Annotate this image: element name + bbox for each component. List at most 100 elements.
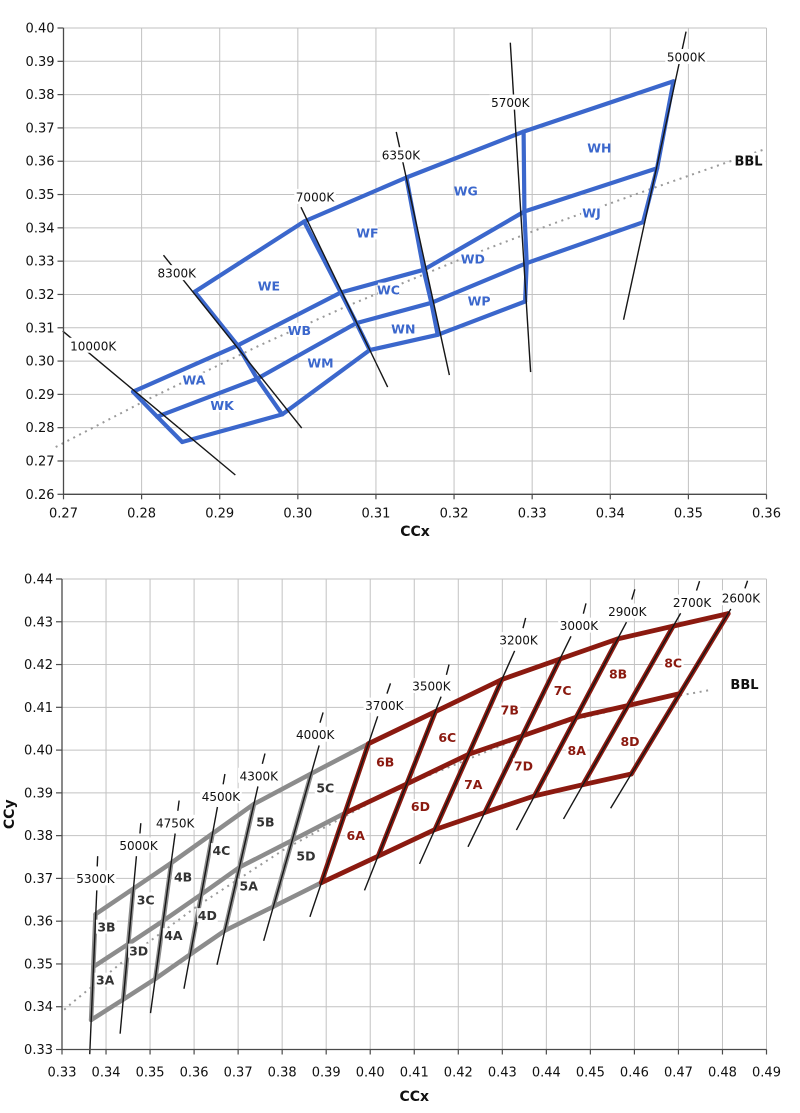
cct-line-3700K xyxy=(309,716,379,918)
cct-line-3000K xyxy=(467,636,572,848)
neutral-white-mesh-row xyxy=(93,741,371,917)
x-tick-label: 0.45 xyxy=(576,1066,605,1081)
cct-line-3200K xyxy=(418,650,516,865)
cct-label-6350K: 6350K xyxy=(382,149,422,163)
bin-label-bg xyxy=(619,734,641,749)
cct-label-2600K: 2600K xyxy=(722,592,762,606)
bin-label-bg xyxy=(254,814,276,829)
y-tick-label: 0.36 xyxy=(24,915,53,930)
cct-tick-4000K xyxy=(319,712,324,723)
bin-label-bg xyxy=(196,908,218,923)
cct-line-2600K xyxy=(610,608,732,809)
bin-label-bg xyxy=(162,928,184,943)
x-tick-label: 0.35 xyxy=(674,507,703,522)
y-tick-label: 0.26 xyxy=(26,488,55,503)
x-tick-label: 0.38 xyxy=(268,1066,297,1081)
cct-tick-4500K xyxy=(222,773,226,785)
cool-white-mesh-column xyxy=(521,129,529,304)
y-tick-label: 0.41 xyxy=(24,701,53,716)
bin-label-bg xyxy=(94,972,116,987)
bin-label-WM: WM xyxy=(307,356,333,371)
y-tick-label: 0.34 xyxy=(24,1000,53,1015)
cct-tick-3500K xyxy=(445,664,450,675)
cct-label-5300K: 5300K xyxy=(76,872,116,886)
cct-tick-3200K xyxy=(522,617,527,629)
cct-label-5000K: 5000K xyxy=(667,50,707,64)
cct-label-bg xyxy=(294,188,336,204)
bin-label-6C: 6C xyxy=(438,730,456,745)
x-tick-label: 0.47 xyxy=(664,1066,693,1081)
y-tick-label: 0.39 xyxy=(24,786,53,801)
bin-label-7D: 7D xyxy=(514,758,533,773)
cct-label-3000K: 3000K xyxy=(560,619,600,633)
cct-line-7000K xyxy=(300,206,389,388)
x-tick-label: 0.28 xyxy=(127,507,156,522)
bin-label-6B: 6B xyxy=(376,755,394,770)
cct-label-bg xyxy=(665,48,707,64)
bin-label-8D: 8D xyxy=(620,734,639,749)
cct-label-bg xyxy=(558,617,600,633)
cct-line-6350K xyxy=(395,131,451,376)
x-tick-label: 0.43 xyxy=(488,1066,517,1081)
x-tick-label: 0.46 xyxy=(620,1066,649,1081)
y-tick-label: 0.34 xyxy=(26,221,55,236)
cct-label-10000K: 10000K xyxy=(70,339,117,353)
y-tick-label: 0.40 xyxy=(26,22,55,37)
bbl-label-bg xyxy=(731,152,766,169)
y-tick-label: 0.29 xyxy=(26,388,55,403)
bin-label-WH: WH xyxy=(587,141,611,156)
cct-label-4500K: 4500K xyxy=(202,790,242,804)
cct-label-2700K: 2700K xyxy=(673,596,713,610)
cct-tick-3700K xyxy=(386,683,392,694)
y-tick-label: 0.35 xyxy=(26,188,55,203)
bin-label-bg xyxy=(462,251,484,266)
y-tick-label: 0.37 xyxy=(24,872,53,887)
cct-label-5000K: 5000K xyxy=(119,839,159,853)
bin-label-bg xyxy=(581,205,603,220)
bin-label-4A: 4A xyxy=(164,928,183,943)
cct-label-7000K: 7000K xyxy=(296,190,336,204)
bin-label-5C: 5C xyxy=(316,781,334,796)
bin-label-bg xyxy=(95,919,117,934)
bin-label-bg xyxy=(172,869,194,884)
bin-label-bg xyxy=(295,848,317,863)
bin-label-bg xyxy=(356,225,378,240)
bbl-label: BBL xyxy=(734,154,762,169)
bin-label-bg xyxy=(499,702,521,717)
cct-label-bg xyxy=(410,677,453,693)
y-tick-label: 0.28 xyxy=(26,421,55,436)
cct-label-4300K: 4300K xyxy=(240,769,280,783)
y-tick-label: 0.36 xyxy=(26,155,55,170)
bin-label-7B: 7B xyxy=(501,702,519,717)
y-tick-label: 0.38 xyxy=(26,88,55,103)
bin-label-bg xyxy=(314,780,336,795)
cct-label-bg xyxy=(74,870,117,886)
y-tick-label: 0.33 xyxy=(26,255,55,270)
y-tick-label: 0.42 xyxy=(24,658,53,673)
cool-white-bin-chart: BBL WA WK WE WB WM WF WC WN WG WD WP WH WJ 0.27 0.28 0.2… xyxy=(26,22,781,541)
bbl-label: BBL xyxy=(730,678,758,693)
cct-tick-2900K xyxy=(631,589,636,600)
cct-tick-5000K xyxy=(139,823,142,834)
cct-label-bg xyxy=(294,726,336,742)
bin-label-8B: 8B xyxy=(609,666,627,681)
bin-label-WK: WK xyxy=(210,398,235,413)
x-tick-label: 0.49 xyxy=(752,1066,781,1081)
x-tick-label: 0.32 xyxy=(440,507,469,522)
bin-label-3C: 3C xyxy=(137,892,155,907)
bin-label-bg xyxy=(468,293,490,308)
y-tick-label: 0.27 xyxy=(26,454,55,469)
x-axis-title: CCx xyxy=(399,1089,429,1105)
x-tick-label: 0.34 xyxy=(596,507,625,522)
cct-line-5000K xyxy=(622,31,687,320)
x-tick-label: 0.30 xyxy=(283,507,312,522)
x-tick-label: 0.33 xyxy=(518,507,547,522)
bin-label-bg xyxy=(566,743,588,758)
bin-label-bg xyxy=(607,666,629,681)
x-tick-label: 0.31 xyxy=(361,507,390,522)
bin-label-3D: 3D xyxy=(129,944,148,959)
y-tick-label: 0.35 xyxy=(24,957,53,972)
y-tick-label: 0.30 xyxy=(26,355,55,370)
bin-label-bg xyxy=(238,878,260,893)
